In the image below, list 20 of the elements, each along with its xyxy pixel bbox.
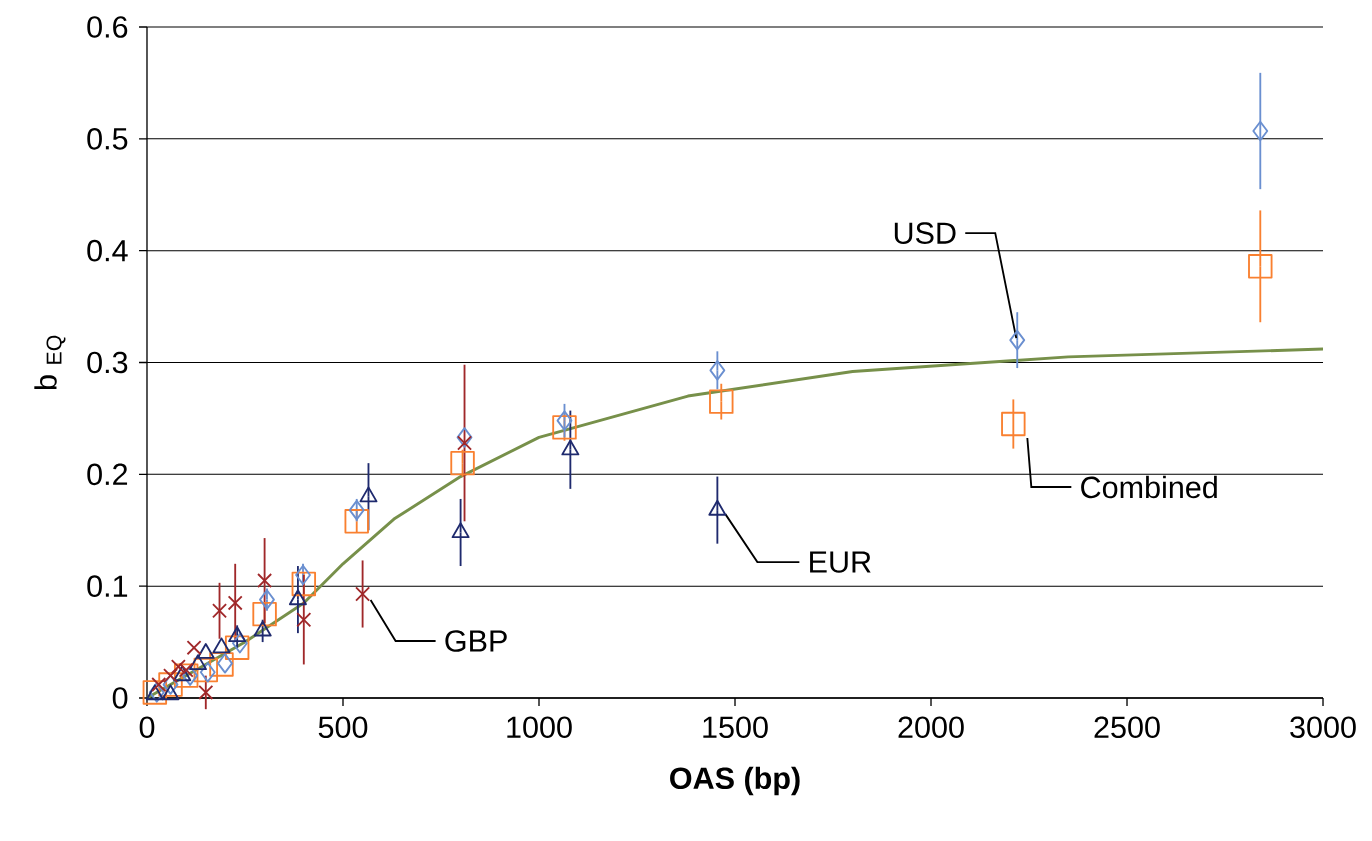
x-tick-label: 1000 — [507, 716, 572, 739]
x-tick-label: 0 — [139, 716, 155, 739]
y-tick-label: 0.1 — [87, 575, 128, 597]
y-tick-label: 0.4 — [87, 239, 128, 262]
annotation: USD — [894, 222, 956, 244]
x-axis-title: OAS (bp) — [670, 766, 800, 796]
y-tick-label: 0.6 — [87, 16, 128, 38]
x-tick-label: 2500 — [1094, 716, 1160, 739]
y-tick-label: 0.5 — [87, 128, 128, 150]
x-tick-label: 1500 — [703, 716, 768, 739]
x-tick-label: 3000 — [1290, 716, 1356, 739]
annotation: EUR — [810, 551, 871, 573]
y-tick-label: 0.2 — [87, 463, 128, 486]
annotation: Combined — [1081, 475, 1217, 499]
x-tick-label: 500 — [318, 716, 368, 739]
y-axis-title: b $_{EQ}$ — [34, 335, 66, 390]
annotation: GBP — [445, 630, 507, 652]
y-tick-label: 0 — [112, 687, 128, 709]
x-tick-label: 2000 — [898, 716, 964, 739]
y-tick-label: 0.3 — [87, 351, 128, 374]
